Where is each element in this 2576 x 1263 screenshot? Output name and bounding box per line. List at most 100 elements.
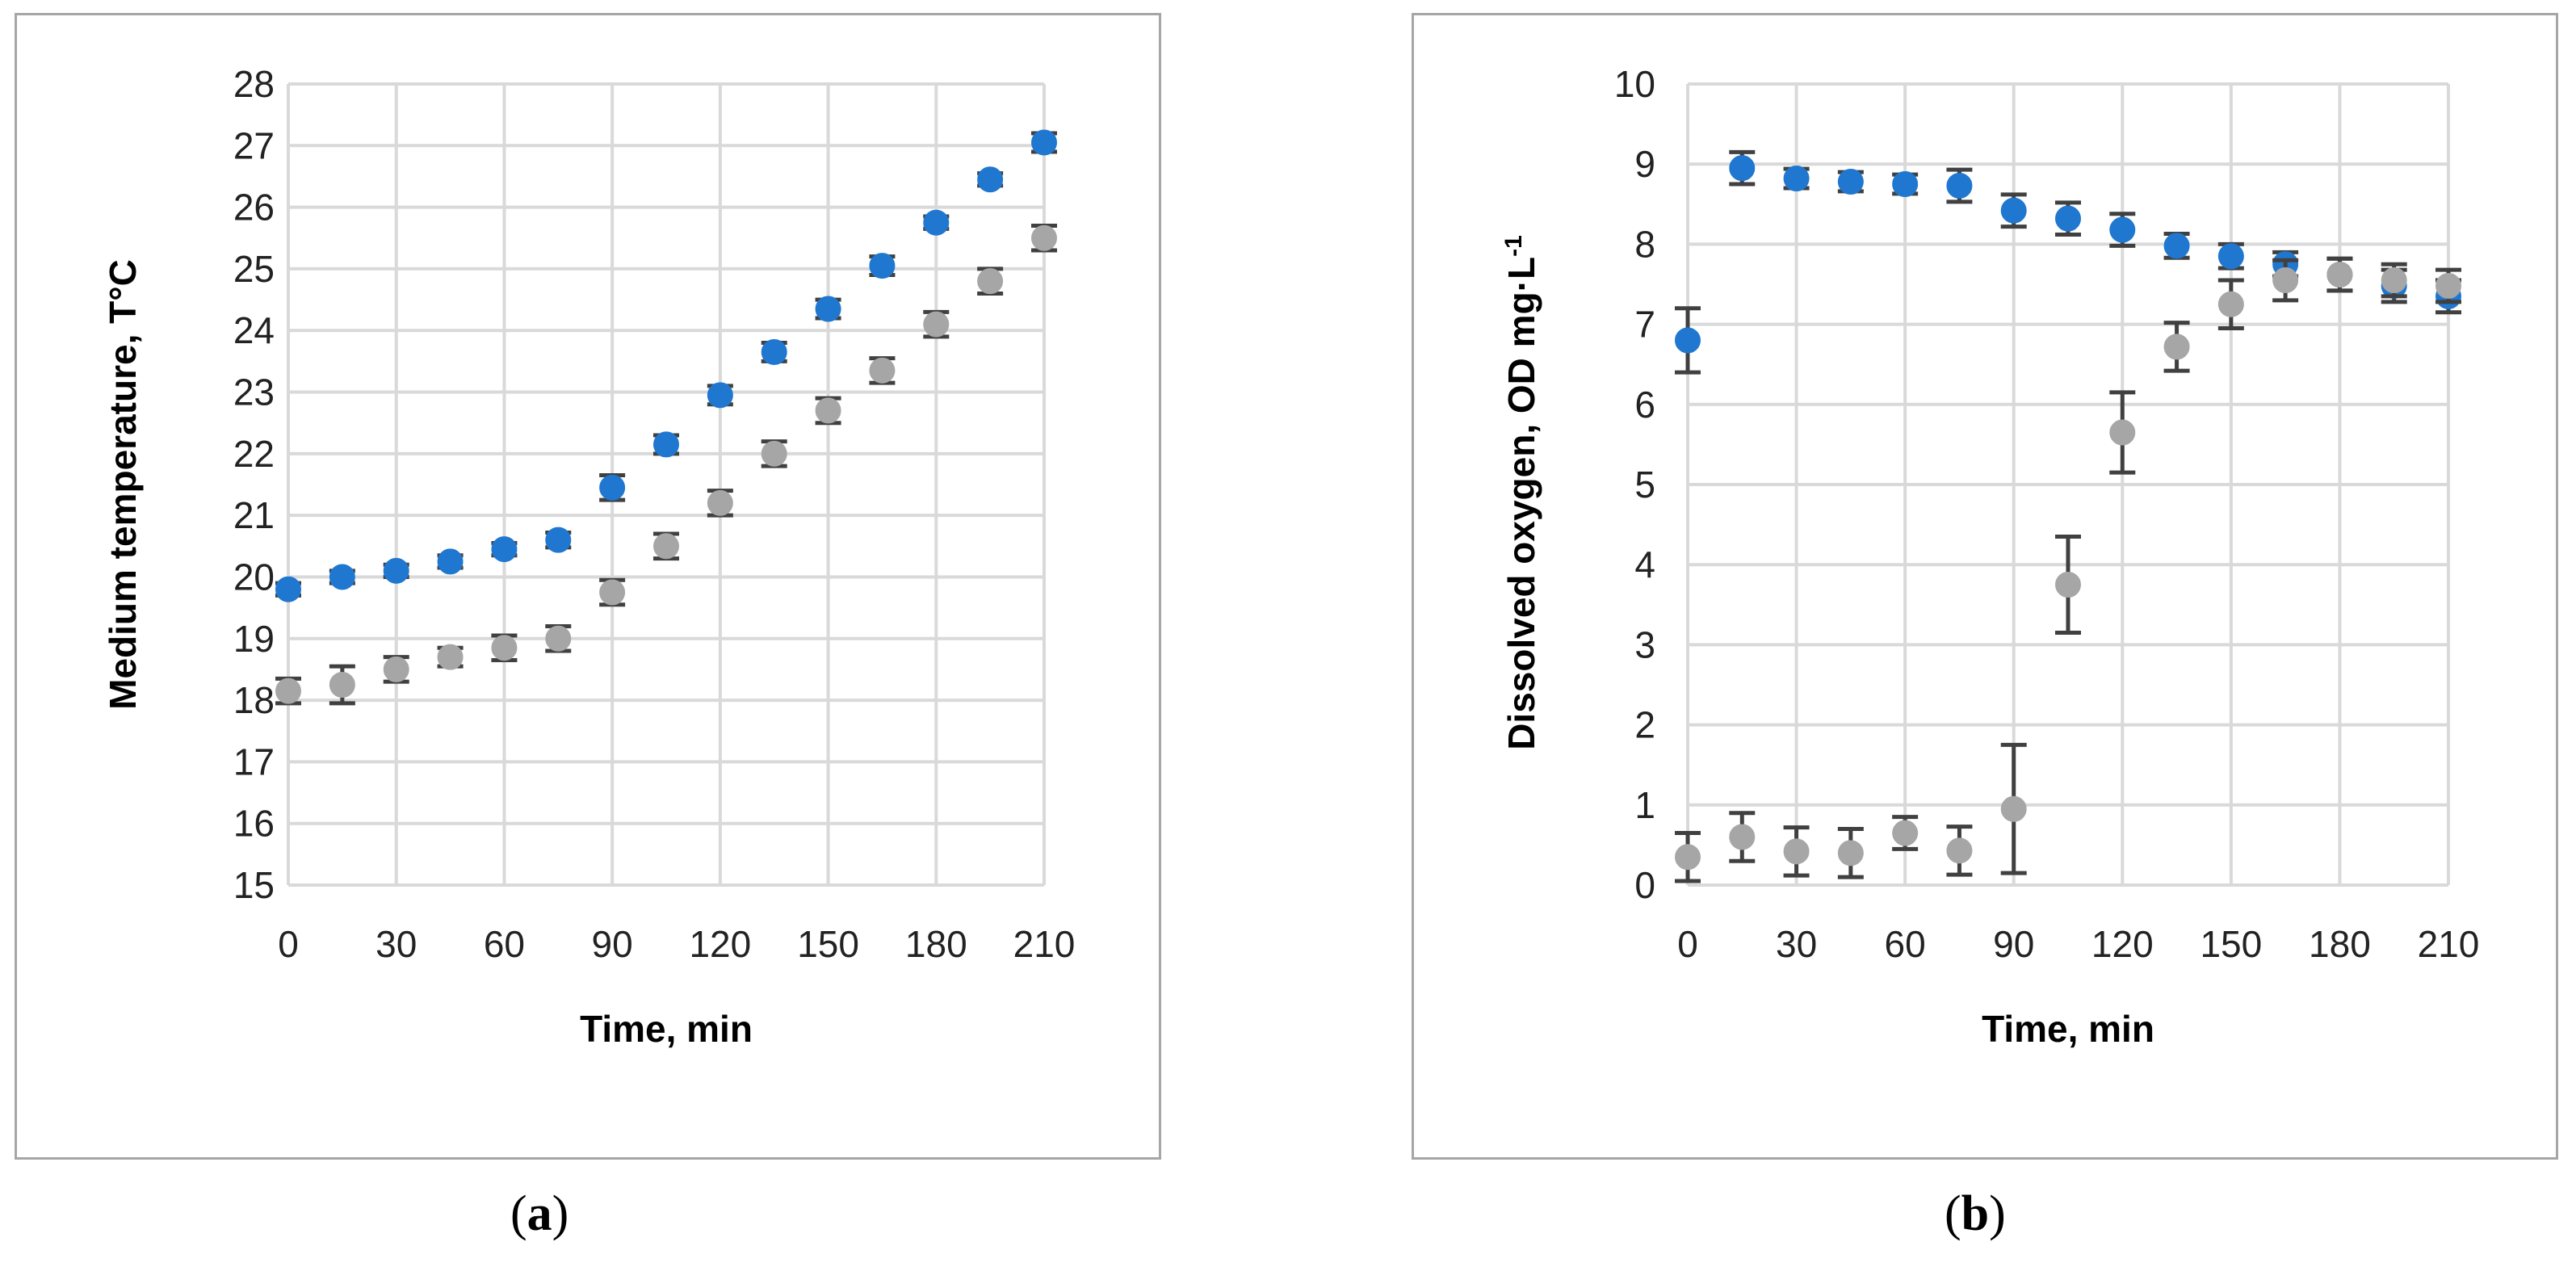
chart-a-series-2-point — [491, 635, 518, 661]
chart-b-xtick-label: 150 — [2200, 923, 2262, 965]
chart-a-series-2-point — [1031, 224, 1057, 251]
chart-b-xtick-label: 0 — [1677, 923, 1698, 965]
chart-b-yaxis-title: Dissolved oxygen, OD mg·L-1 — [1500, 235, 1543, 750]
panel-label-a-letter: a — [527, 1186, 552, 1241]
chart-a-ytick-label: 23 — [233, 371, 275, 413]
panel-label-b-letter: b — [1961, 1186, 1990, 1241]
chart-a-series-2-point — [383, 656, 409, 682]
panel-label-b-open: ( — [1945, 1186, 1961, 1241]
panel-label-a-close: ) — [552, 1186, 569, 1241]
chart-a-ytick-label: 21 — [233, 494, 275, 536]
chart-a-series-1-point — [923, 209, 950, 236]
chart-a-ytick-label: 17 — [233, 741, 275, 783]
chart-b-series-2-point — [2381, 267, 2407, 294]
chart-b-xtick-label: 180 — [2309, 923, 2371, 965]
chart-a-frame — [15, 13, 1161, 1160]
chart-b-ytick-label: 2 — [1634, 704, 1655, 746]
chart-a-xtick-label: 150 — [797, 923, 859, 965]
chart-a-series-2-point — [437, 644, 464, 670]
chart-a-ytick-label: 18 — [233, 679, 275, 721]
chart-b-series-2-point — [2109, 419, 2136, 446]
chart-a-series-2-point — [275, 678, 301, 704]
chart-a-series-1-point — [491, 536, 518, 563]
chart-a-xtick-label: 210 — [1013, 923, 1076, 965]
chart-b-xtick-label: 30 — [1776, 923, 1817, 965]
chart-a-series-1-point — [275, 576, 301, 602]
chart-a-series-2-point — [707, 489, 733, 516]
chart-b-series-2-point — [1675, 844, 1701, 871]
chart-a-series-1-point — [761, 338, 787, 365]
chart-b-series-1-point — [1675, 327, 1701, 354]
chart-b-series-2-point — [2272, 267, 2299, 294]
chart-a-ytick-label: 24 — [233, 309, 275, 351]
chart-b-series-2-point — [2435, 272, 2461, 299]
chart-a-series-1-point — [869, 253, 896, 279]
panel-label-b: (b) — [1945, 1185, 2006, 1243]
chart-a-ytick-label: 22 — [233, 433, 275, 475]
chart-a-ytick-label: 27 — [233, 124, 275, 166]
chart-a-series-1-point — [383, 557, 409, 584]
chart-a: 15 16 17 18 19 20 21 22 23 24 25 26 27 28 0 30 60 90 120 15… — [102, 63, 1075, 1050]
chart-a-series-1-point — [707, 382, 733, 409]
chart-a-series-1-point — [1031, 129, 1057, 156]
chart-b-series-2-point — [1729, 824, 1756, 850]
chart-b-series-2-point — [1946, 837, 1973, 864]
chart-a-xtick-label: 180 — [905, 923, 967, 965]
chart-b-series-1-point — [2109, 216, 2136, 243]
chart-b-xaxis-title: Time, min — [1982, 1008, 2154, 1050]
chart-b-ytick-label: 1 — [1634, 784, 1655, 826]
chart-b-xtick-label: 90 — [1993, 923, 2034, 965]
panel-label-a: (a) — [510, 1185, 568, 1243]
chart-a-ytick-label: 15 — [233, 864, 275, 906]
chart-a-series-2-point — [869, 357, 896, 384]
chart-b-series-1-point — [1783, 166, 1810, 192]
chart-a-xtick-label: 0 — [278, 923, 299, 965]
chart-a-series-1-point — [977, 166, 1004, 193]
chart-b-series-2-point — [2326, 262, 2353, 288]
chart-b-ytick-label: 7 — [1634, 304, 1655, 346]
chart-b-frame — [1412, 13, 2558, 1160]
chart-a-series-1-point — [437, 548, 464, 575]
chart-b-series-2-point — [1892, 820, 1919, 846]
chart-a-ytick-label: 25 — [233, 248, 275, 290]
chart-a-series-1-point — [653, 431, 679, 458]
chart-b-yaxis-title-superscript: -1 — [1500, 235, 1527, 257]
chart-a-series-1-point — [599, 474, 626, 501]
chart-a-series-2-point — [545, 625, 572, 652]
chart-a-series-1-point — [815, 296, 841, 322]
chart-a-ytick-label: 28 — [233, 63, 275, 105]
chart-b-ytick-label: 3 — [1634, 623, 1655, 665]
chart-a-ytick-label: 16 — [233, 803, 275, 845]
chart-a-series-2-point — [599, 579, 626, 606]
chart-a-ytick-label: 26 — [233, 187, 275, 229]
chart-b-xtick-label: 210 — [2418, 923, 2480, 965]
chart-a-series-2-point — [815, 397, 841, 424]
chart-a-series-2-point — [329, 672, 355, 698]
chart-b-series-2-point — [1837, 840, 1864, 866]
chart-b-ytick-label: 8 — [1634, 223, 1655, 265]
chart-b-series-1-point — [2000, 197, 2027, 224]
chart-a-series-1-point — [329, 564, 355, 590]
chart-b-series-2-point — [2163, 334, 2190, 360]
panel-label-b-close: ) — [1989, 1186, 2006, 1241]
chart-a-xtick-label: 60 — [484, 923, 525, 965]
chart-b-ytick-label: 0 — [1634, 864, 1655, 906]
chart-a-ytick-label: 20 — [233, 556, 275, 598]
chart-b-series-1-point — [2055, 205, 2081, 232]
chart-b-ytick-label: 10 — [1614, 63, 1655, 105]
chart-a-series-2-point — [923, 311, 950, 338]
chart-b-series-1-point — [2217, 243, 2244, 270]
chart-b: 0 1 2 3 4 5 6 7 8 9 10 0 30 60 90 120 150 180 210 Time, min… — [1500, 63, 2480, 1050]
chart-b-ytick-label: 9 — [1634, 143, 1655, 185]
chart-b-series-2-point — [2055, 572, 2081, 598]
chart-b-xtick-label: 60 — [1885, 923, 1926, 965]
chart-b-series-1-point — [1729, 155, 1756, 182]
chart-a-yaxis-title: Medium temperature, T°C — [102, 259, 144, 710]
chart-b-series-1-point — [1837, 169, 1864, 195]
panel-label-a-open: ( — [510, 1186, 527, 1241]
chart-a-xtick-label: 120 — [689, 923, 751, 965]
chart-b-ytick-label: 6 — [1634, 384, 1655, 426]
chart-b-ytick-label: 5 — [1634, 464, 1655, 506]
chart-a-series-2-point — [653, 533, 679, 560]
